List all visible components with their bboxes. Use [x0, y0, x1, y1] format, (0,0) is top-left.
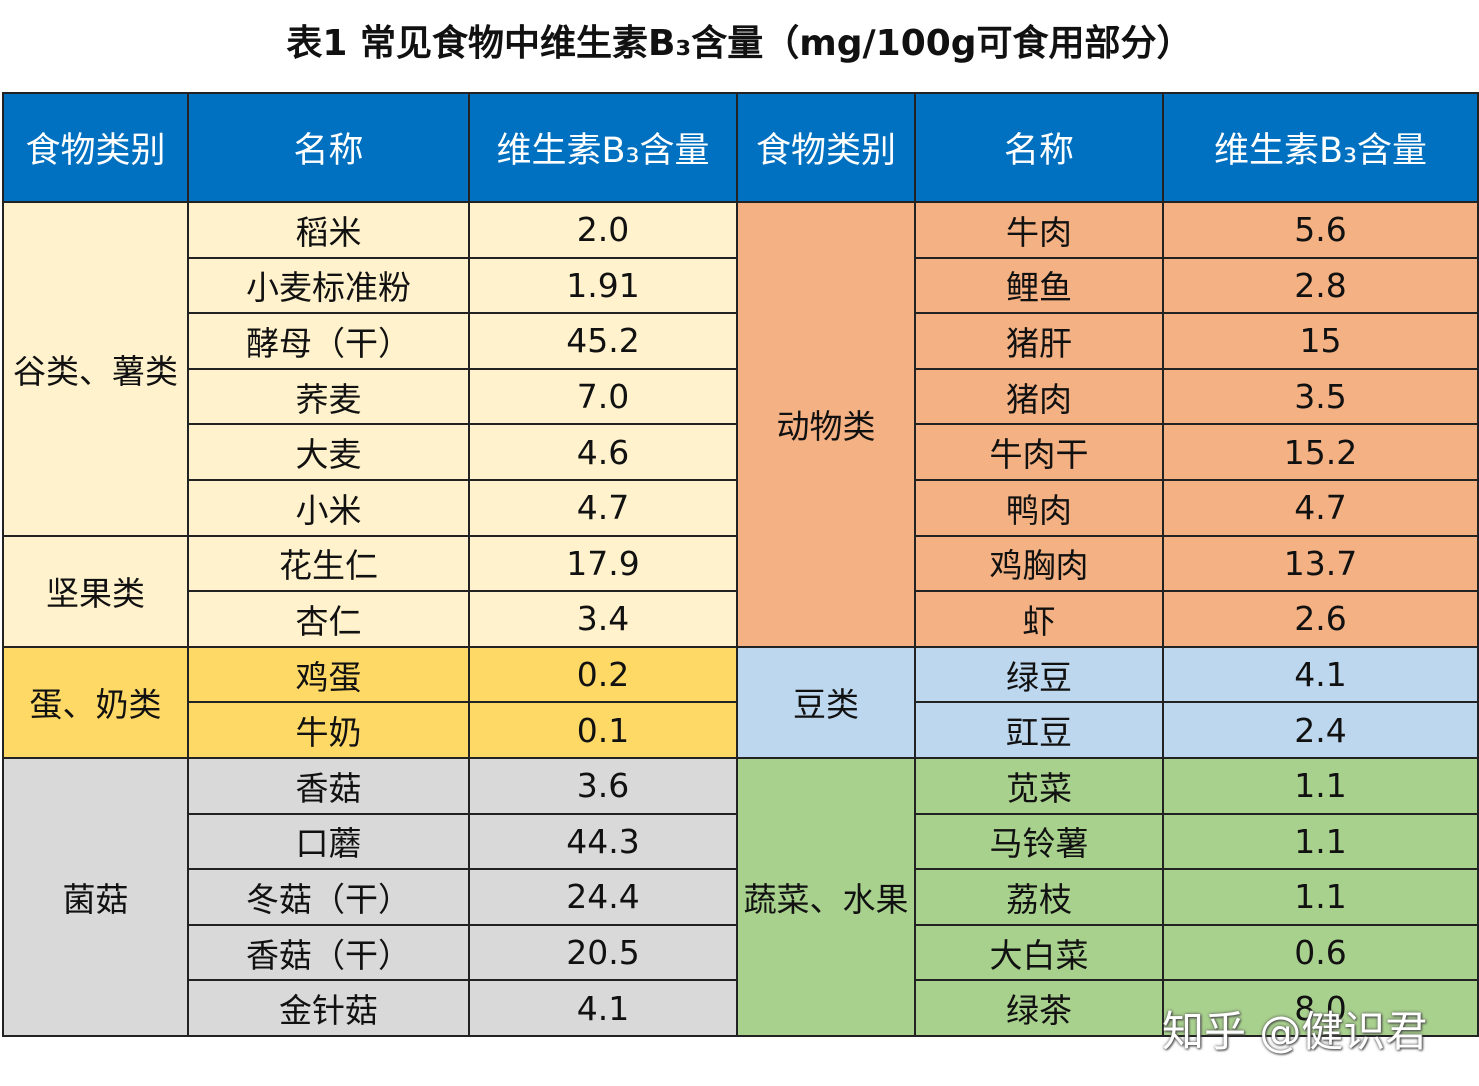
name-cell: 猪肉 — [914, 367, 1164, 426]
header-cell: 维生素B₃含量 — [468, 92, 738, 203]
name-cell: 鸡蛋 — [187, 645, 470, 704]
name-cell: 牛奶 — [187, 701, 470, 759]
name-cell: 牛肉 — [914, 201, 1164, 259]
vitamin-table: 食物类别 名称 维生素B₃含量 食物类别 名称 维生素B₃含量 谷类、薯类 稻米 2.0 动物类… — [2, 92, 1479, 1037]
name-cell: 鸡胸肉 — [914, 534, 1164, 593]
table-row: 谷类、薯类 稻米 2.0 动物类 牛肉 5.6 — [2, 201, 1479, 648]
value-cell: 1.1 — [1162, 868, 1479, 926]
value-cell: 4.7 — [1162, 478, 1479, 537]
value-cell: 3.4 — [468, 590, 738, 648]
value-cell: 8.0 — [1162, 979, 1479, 1037]
value-cell: 1.91 — [468, 256, 738, 315]
value-cell: 20.5 — [468, 923, 738, 982]
name-cell: 香菇 — [187, 756, 470, 815]
value-cell: 0.2 — [468, 645, 738, 704]
header-cell: 名称 — [187, 92, 470, 203]
value-cell: 7.0 — [468, 367, 738, 426]
value-cell: 1.1 — [1162, 756, 1479, 815]
name-cell: 小麦标准粉 — [187, 256, 470, 315]
name-cell: 金针菇 — [187, 979, 470, 1037]
value-cell: 2.6 — [1162, 590, 1479, 648]
header-row: 食物类别 名称 维生素B₃含量 食物类别 名称 维生素B₃含量 — [2, 92, 1479, 203]
table-row: 大麦 4.6 牛肉干 15.2 — [3, 423, 1479, 481]
table-row: 冬菇（干） 24.4 荔枝 1.1 — [3, 868, 1479, 926]
category-cell: 豆类 — [736, 645, 916, 759]
table-row: 菌菇 香菇 3.6 蔬菜、水果 苋菜 1.1 — [2, 756, 1479, 1037]
value-cell: 4.7 — [468, 478, 738, 537]
value-cell: 4.1 — [1162, 645, 1479, 704]
name-cell: 香菇（干） — [187, 923, 470, 982]
value-cell: 1.1 — [1162, 812, 1479, 871]
value-cell: 0.1 — [468, 701, 738, 759]
name-cell: 荞麦 — [187, 367, 470, 426]
value-cell: 3.6 — [468, 756, 738, 815]
value-cell: 44.3 — [468, 812, 738, 871]
table-row: 香菇（干） 20.5 大白菜 0.6 — [3, 923, 1479, 982]
table-row: 杏仁 3.4 虾 2.6 — [3, 590, 1479, 648]
header-cell: 维生素B₃含量 — [1162, 92, 1479, 203]
table-row: 小米 4.7 鸭肉 4.7 — [3, 478, 1479, 537]
watermark: 知乎 @健识君 — [1162, 1007, 1428, 1056]
name-cell: 绿茶 — [914, 979, 1164, 1037]
name-cell: 猪肝 — [914, 312, 1164, 370]
header-cell: 食物类别 — [2, 92, 189, 203]
table-row: 小麦标准粉 1.91 鲤鱼 2.8 — [3, 256, 1479, 315]
value-cell: 13.7 — [1162, 534, 1479, 593]
table-row: 坚果类 花生仁 17.9 鸡胸肉 13.7 — [2, 534, 1479, 648]
name-cell: 牛肉干 — [914, 423, 1164, 481]
name-cell: 小米 — [187, 478, 470, 537]
value-cell: 5.6 — [1162, 201, 1479, 259]
value-cell: 17.9 — [468, 534, 738, 593]
name-cell: 冬菇（干） — [187, 868, 470, 926]
category-cell: 坚果类 — [2, 534, 189, 648]
name-cell: 豇豆 — [914, 701, 1164, 759]
value-cell: 0.6 — [1162, 923, 1479, 982]
name-cell: 花生仁 — [187, 534, 470, 593]
value-cell: 45.2 — [468, 312, 738, 370]
name-cell: 大麦 — [187, 423, 470, 481]
value-cell: 15.2 — [1162, 423, 1479, 481]
name-cell: 虾 — [914, 590, 1164, 648]
name-cell: 大白菜 — [914, 923, 1164, 982]
category-cell: 蛋、奶类 — [2, 645, 189, 759]
name-cell: 马铃薯 — [914, 812, 1164, 871]
category-cell: 蔬菜、水果 — [736, 756, 916, 1037]
value-cell: 15 — [1162, 312, 1479, 370]
name-cell: 稻米 — [187, 201, 470, 259]
table-row: 金针菇 4.1 绿茶 8.0 — [3, 979, 1479, 1037]
value-cell: 3.5 — [1162, 367, 1479, 426]
table-row: 荞麦 7.0 猪肉 3.5 — [3, 367, 1479, 426]
name-cell: 口蘑 — [187, 812, 470, 871]
name-cell: 苋菜 — [914, 756, 1164, 815]
category-cell: 菌菇 — [2, 756, 189, 1037]
value-cell: 2.8 — [1162, 256, 1479, 315]
name-cell: 荔枝 — [914, 868, 1164, 926]
table-title: 表1 常见食物中维生素B₃含量（mg/100g可食用部分） — [286, 23, 1193, 64]
name-cell: 酵母（干） — [187, 312, 470, 370]
value-cell: 2.0 — [468, 201, 738, 259]
value-cell: 2.4 — [1162, 701, 1479, 759]
value-cell: 4.1 — [468, 979, 738, 1037]
value-cell: 4.6 — [468, 423, 738, 481]
category-cell: 谷类、薯类 — [2, 201, 189, 537]
table-row: 蛋、奶类 鸡蛋 0.2 豆类 绿豆 4.1 — [2, 645, 1479, 759]
table-row: 酵母（干） 45.2 猪肝 15 — [3, 312, 1479, 370]
name-cell: 绿豆 — [914, 645, 1164, 704]
value-cell: 24.4 — [468, 868, 738, 926]
header-cell: 名称 — [914, 92, 1164, 203]
name-cell: 鲤鱼 — [914, 256, 1164, 315]
header-cell: 食物类别 — [736, 92, 916, 203]
name-cell: 鸭肉 — [914, 478, 1164, 537]
table-row: 口蘑 44.3 马铃薯 1.1 — [3, 812, 1479, 871]
name-cell: 杏仁 — [187, 590, 470, 648]
category-cell: 动物类 — [736, 201, 916, 648]
table-row: 牛奶 0.1 豇豆 2.4 — [3, 701, 1479, 759]
